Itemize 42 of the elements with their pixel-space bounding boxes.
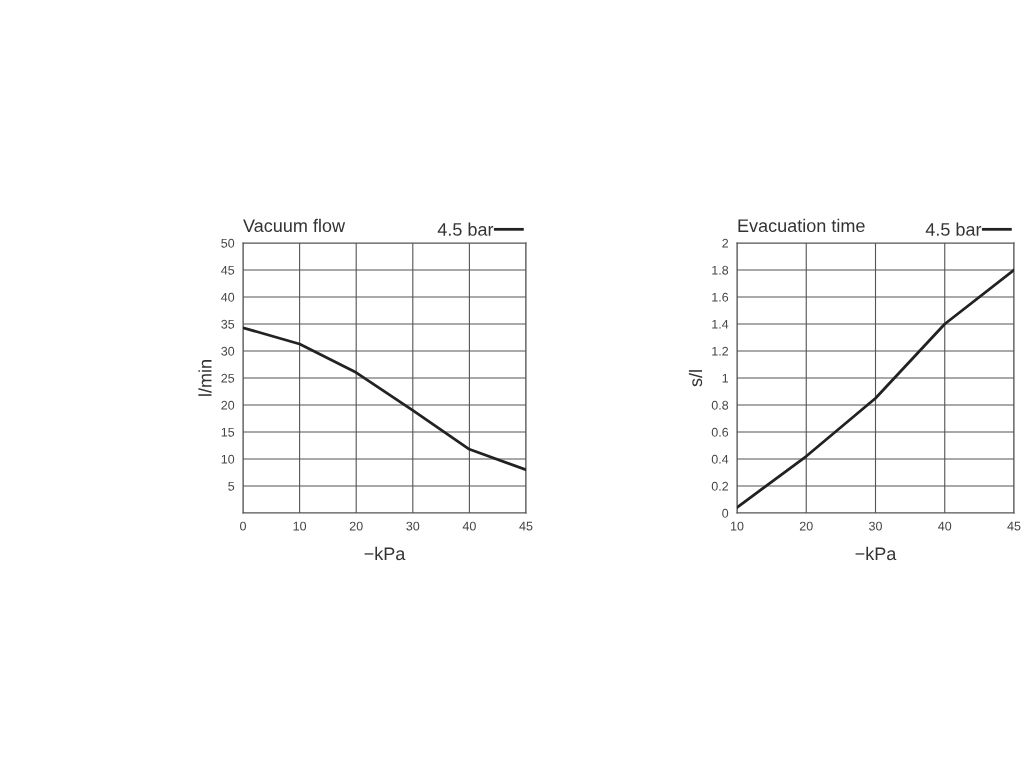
x-tick-label: 40 bbox=[462, 521, 476, 531]
y-tick-label: 25 bbox=[221, 373, 235, 383]
line-series bbox=[243, 326, 526, 472]
y-tick-label: 0.8 bbox=[711, 400, 729, 410]
y-tick-label: 10 bbox=[221, 454, 235, 464]
x-tick-label: 10 bbox=[293, 521, 307, 531]
y-tick-label: 1 bbox=[722, 373, 729, 383]
x-tick-label: 45 bbox=[519, 521, 533, 531]
x-tick-label: 30 bbox=[869, 521, 882, 531]
chart-title: Vacuum flow bbox=[243, 218, 346, 233]
y-axis-title: s/l bbox=[688, 370, 703, 387]
y-tick-label: 1.6 bbox=[712, 292, 729, 302]
y-tick-label: 30 bbox=[221, 346, 235, 356]
y-tick-label: 5 bbox=[228, 481, 235, 491]
y-tick-label: 1.8 bbox=[712, 265, 729, 275]
x-axis-title: −kPa bbox=[855, 546, 897, 561]
y-tick-label: 0.4 bbox=[711, 454, 729, 464]
legend-label: 4.5 bar bbox=[925, 222, 982, 236]
y-tick-label: 45 bbox=[221, 265, 235, 275]
x-axis-title: −kPa bbox=[364, 546, 406, 561]
y-tick-label: 15 bbox=[221, 427, 235, 437]
x-tick-label: 40 bbox=[938, 521, 952, 531]
x-tick-label: 30 bbox=[406, 521, 420, 531]
y-tick-label: 40 bbox=[221, 292, 235, 302]
x-tick-label: 20 bbox=[349, 521, 363, 531]
y-tick-label: 2 bbox=[722, 238, 729, 248]
x-tick-label: 20 bbox=[799, 521, 813, 531]
y-tick-label: 35 bbox=[221, 319, 235, 329]
y-tick-label: 1.2 bbox=[712, 346, 729, 356]
x-tick-label: 45 bbox=[1007, 521, 1021, 531]
legend-label: 4.5 bar bbox=[437, 222, 494, 236]
y-tick-label: 20 bbox=[221, 400, 235, 410]
y-axis-title: l/min bbox=[198, 360, 212, 396]
chart-title: Evacuation time bbox=[738, 218, 865, 233]
x-tick-label: 0 bbox=[240, 521, 246, 531]
y-tick-label: 0.2 bbox=[711, 481, 729, 491]
y-tick-label: 0.6 bbox=[711, 427, 729, 437]
y-tick-label: 0 bbox=[722, 508, 729, 518]
line-series bbox=[737, 268, 1014, 509]
x-tick-label: 10 bbox=[731, 521, 744, 531]
y-tick-label: 1.4 bbox=[712, 319, 729, 329]
y-tick-label: 50 bbox=[221, 238, 235, 248]
